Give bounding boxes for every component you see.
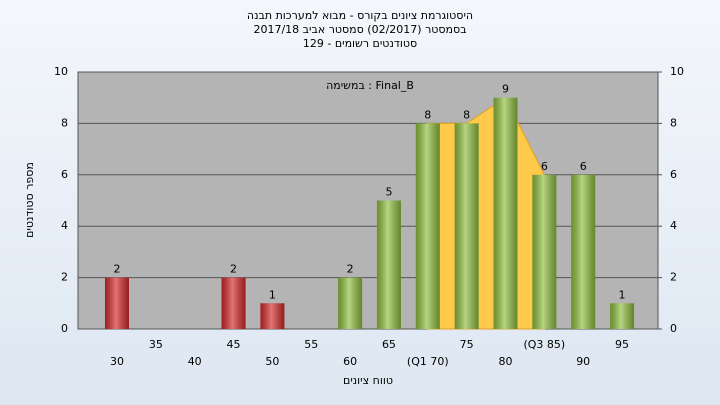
chart-title: היסטוגרמת ציונים בקורס - מבוא למערכות תב… xyxy=(247,9,473,22)
data-label: 8 xyxy=(424,108,431,121)
bar-shine xyxy=(221,277,246,329)
y2-tick-label: 8 xyxy=(670,116,677,129)
data-label: 2 xyxy=(114,263,121,276)
y-tick-label: 10 xyxy=(54,65,68,78)
y-tick-label: 8 xyxy=(61,116,68,129)
bar-shine xyxy=(610,303,635,329)
y2-tick-label: 4 xyxy=(670,219,677,232)
data-label: 9 xyxy=(502,83,509,96)
x-tick-label: 40 xyxy=(188,355,202,368)
y-tick-label: 6 xyxy=(61,168,68,181)
data-label: 1 xyxy=(619,288,626,301)
annotation: במשימה : Final_B xyxy=(326,79,414,92)
bar-shine xyxy=(338,277,363,329)
y2-tick-label: 6 xyxy=(670,168,677,181)
x-tick-label: 45 xyxy=(227,338,241,351)
x-tick-label: 60 xyxy=(343,355,357,368)
y-axis-label: מספר סטודנטים xyxy=(23,162,36,238)
y2-tick-label: 0 xyxy=(670,322,677,335)
bar-shine xyxy=(493,97,518,329)
x-tick-label: (Q3 85) xyxy=(523,338,565,351)
bar-shine xyxy=(454,123,479,330)
bar-shine xyxy=(532,174,557,329)
x-tick-label: 75 xyxy=(460,338,474,351)
x-tick-label: (Q1 70) xyxy=(407,355,449,368)
data-label: 5 xyxy=(385,186,392,199)
y-tick-label: 4 xyxy=(61,219,68,232)
data-label: 2 xyxy=(347,263,354,276)
x-axis-label: טווח ציונים xyxy=(343,374,393,387)
plot-area xyxy=(77,71,659,330)
data-label: 2 xyxy=(230,263,237,276)
data-label: 1 xyxy=(269,288,276,301)
bar-shine xyxy=(376,200,401,329)
y2-tick-label: 10 xyxy=(670,65,684,78)
y-tick-label: 2 xyxy=(61,271,68,284)
x-tick-label: 65 xyxy=(382,338,396,351)
x-tick-label: 55 xyxy=(304,338,318,351)
bar-shine xyxy=(105,277,129,329)
y-tick-label: 0 xyxy=(61,322,68,335)
data-label: 8 xyxy=(463,108,470,121)
bar-shine xyxy=(571,174,596,329)
chart-subtitle: סטודנטים רשומים - 129 xyxy=(303,37,417,50)
x-tick-label: 80 xyxy=(499,355,513,368)
x-tick-label: 95 xyxy=(615,338,629,351)
data-label: 6 xyxy=(580,160,587,173)
bar-shine xyxy=(260,303,285,329)
x-tick-label: 30 xyxy=(110,355,124,368)
data-label: 6 xyxy=(541,160,548,173)
bar-shine xyxy=(415,123,440,330)
chart-subtitle: בסמסטר (02/2017) סמסטר אביב 2017/18 xyxy=(253,23,466,36)
x-tick-label: 50 xyxy=(265,355,279,368)
x-tick-label: 90 xyxy=(576,355,590,368)
x-tick-label: 35 xyxy=(149,338,163,351)
y2-tick-label: 2 xyxy=(670,271,677,284)
